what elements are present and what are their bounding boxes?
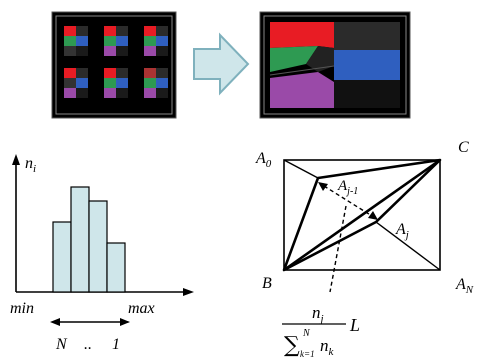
vertex-aj1-label: Aj-1 xyxy=(337,178,358,197)
sum-lower: k=1 xyxy=(300,349,315,359)
histogram: ni min max N .. 1 xyxy=(10,154,194,353)
histogram-bar xyxy=(52,221,72,293)
formula-numerator: nj xyxy=(312,303,324,325)
formula-l: L xyxy=(349,315,360,335)
range-dots-label: .. xyxy=(84,336,92,353)
x-axis-arrowhead xyxy=(183,288,194,296)
dashed-arrow xyxy=(323,185,373,217)
tile-group xyxy=(104,26,128,56)
range-n-label: N xyxy=(55,336,68,353)
y-axis-label: ni xyxy=(25,155,36,175)
right-arrow-icon xyxy=(193,32,250,96)
vertex-aj-label: Aj xyxy=(395,221,409,241)
result-image-panel xyxy=(259,11,411,119)
sum-symbol: ∑ xyxy=(284,333,300,358)
source-image-panel xyxy=(51,11,177,119)
vertex-an-label: AN xyxy=(455,276,474,296)
vertex-c-label: C xyxy=(458,139,469,156)
polygon-diagram: A0 C Aj-1 Aj B AN xyxy=(255,139,474,296)
sum-upper: N xyxy=(302,328,311,339)
tile-group xyxy=(144,68,168,98)
histogram-bars xyxy=(52,186,126,293)
y-axis-arrowhead xyxy=(12,154,20,165)
formula: nj L ∑ N k=1 nk xyxy=(282,303,360,359)
tile-group xyxy=(64,68,88,98)
dashed-arrow-head-right xyxy=(368,211,378,220)
diagonal-c-to-b xyxy=(283,158,441,272)
dashed-leader-line xyxy=(329,205,347,293)
double-headed-arrow-icon xyxy=(50,318,130,326)
range-one-label: 1 xyxy=(112,336,120,353)
dashed-arrow-head-left xyxy=(318,182,328,191)
line-a0-to-aj1 xyxy=(283,159,319,179)
histogram-bar xyxy=(70,186,90,293)
vertex-b-label: B xyxy=(262,275,272,292)
bounding-rectangle xyxy=(283,159,441,271)
line-aj-to-an xyxy=(375,221,441,271)
vertex-a0-label: A0 xyxy=(255,150,272,170)
formula-denominator: nk xyxy=(320,336,335,358)
histogram-bar xyxy=(88,200,108,293)
tile-group xyxy=(104,68,128,98)
x-max-label: max xyxy=(128,300,155,317)
tile-group xyxy=(64,26,88,56)
x-min-label: min xyxy=(10,300,34,317)
tile-group xyxy=(144,26,168,56)
histogram-bar xyxy=(106,242,126,293)
